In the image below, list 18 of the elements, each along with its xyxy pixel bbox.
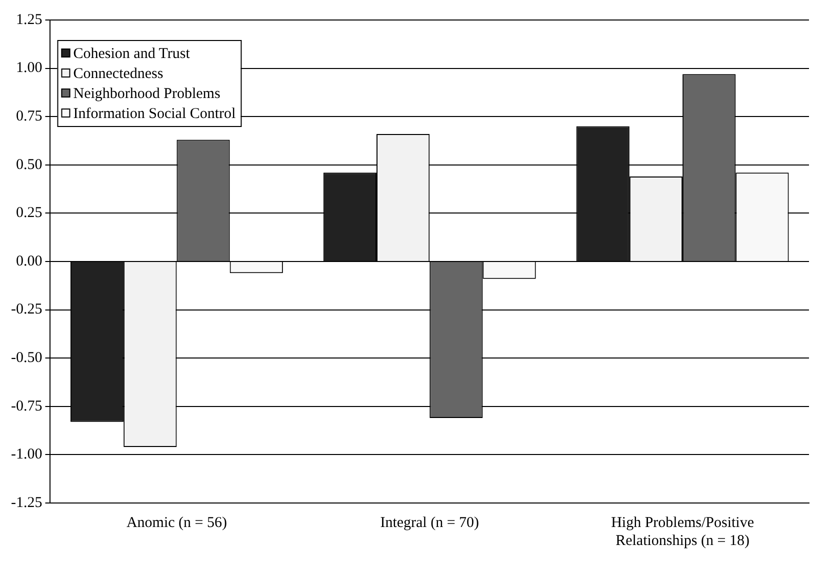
x-tick-label: Anomic (n = 56) xyxy=(126,514,227,531)
y-tick-label: -0.50 xyxy=(10,350,42,366)
y-tick-label: -1.25 xyxy=(10,494,42,511)
y-tick-label: 0.00 xyxy=(16,253,42,270)
y-tick-label: -1.00 xyxy=(10,446,42,463)
x-tick-label: High Problems/Positive Relationships (n = 18) xyxy=(611,514,754,549)
y-tick-label: 0.75 xyxy=(16,108,42,125)
legend-label: Cohesion and Trust xyxy=(73,46,191,62)
y-tick-label: 1.25 xyxy=(16,12,42,28)
legend-label: Information Social Control xyxy=(73,106,236,122)
y-tick-label: 0.50 xyxy=(16,156,42,173)
legend-label: Connectedness xyxy=(73,66,164,82)
y-tick-label: -0.75 xyxy=(10,398,42,414)
y-tick-label: 0.25 xyxy=(16,205,42,222)
y-tick-label: -0.25 xyxy=(10,302,42,318)
y-tick-label: 1.00 xyxy=(16,60,42,76)
legend-label: Neighborhood Problems xyxy=(73,86,220,102)
x-tick-label: Integral (n = 70) xyxy=(380,514,480,531)
